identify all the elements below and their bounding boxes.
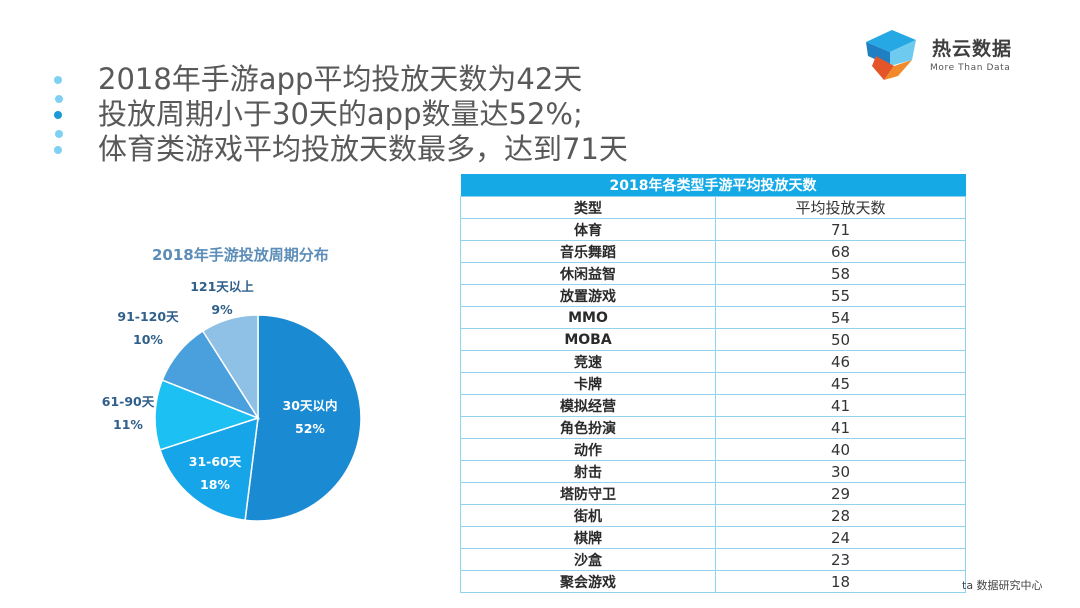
logo-tagline: More Than Data	[930, 63, 1011, 73]
table-cell-type: 放置游戏	[460, 284, 716, 307]
bullet-text: 体育类游戏平均投放天数最多，达到71天	[98, 132, 628, 166]
table-cell-days: 45	[715, 372, 966, 395]
pie-chart: 30天以内 52% 31-60天 18% 61-90天 11% 91-120天 10% 121天…	[102, 279, 362, 522]
table-row: 角色扮演 41	[460, 416, 966, 439]
bullet-dot-icon	[54, 111, 62, 119]
table-cell-days: 41	[715, 416, 966, 439]
pie-slice	[201, 314, 259, 421]
bullet-dot-icon	[54, 76, 62, 84]
table-row: 沙盒 23	[460, 548, 966, 571]
table-cell-days: 40	[715, 438, 966, 461]
bullet-spacer-dot-icon	[55, 95, 63, 103]
pie-slice-percent: 10%	[133, 332, 163, 347]
table-title: 2018年各类型手游平均投放天数	[460, 174, 966, 197]
table-cell-days: 28	[715, 504, 966, 527]
pie-slice-percent: 18%	[200, 477, 230, 492]
pie-slice	[244, 314, 362, 522]
table-cell-type: 沙盒	[460, 548, 716, 571]
table-cell-type: 棋牌	[460, 526, 716, 549]
pie-slice-label: 30天以内	[283, 398, 338, 413]
table-cell-days: 50	[715, 328, 966, 351]
pie-slice-label: 61-90天	[102, 394, 155, 409]
pie-slice-label: 121天以上	[190, 279, 254, 294]
table-cell-days: 68	[715, 240, 966, 263]
table-cell-type: 射击	[460, 460, 716, 483]
table-cell-days: 58	[715, 262, 966, 285]
pie-slice	[154, 379, 261, 451]
pie-slice	[159, 416, 259, 522]
bullet-spacer-dot-icon	[55, 130, 63, 138]
logo-name: 热云数据	[932, 38, 1013, 60]
pie-slice-label: 91-120天	[117, 309, 179, 324]
table-header-type: 类型	[460, 196, 716, 219]
table-cell-type: 竞速	[460, 350, 716, 373]
table-body: 体育 71 音乐舞蹈 68 休闲益智 58 放置游戏 55 MMO 54 MOBA 50 竞速 46 卡牌 4…	[460, 218, 966, 593]
table-row: 放置游戏 55	[460, 284, 966, 307]
pie-slice-percent: 11%	[113, 417, 143, 432]
table-row: 休闲益智 58	[460, 262, 966, 285]
pie-chart-title: 2018年手游投放周期分布	[152, 246, 329, 264]
table-cell-days: 71	[715, 218, 966, 241]
table-row: 卡牌 45	[460, 372, 966, 395]
table-row: 棋牌 24	[460, 526, 966, 549]
pie-slice-percent: 52%	[295, 421, 325, 436]
table-row: 竞速 46	[460, 350, 966, 373]
table-cell-type: 休闲益智	[460, 262, 716, 285]
logo-cube-icon	[866, 30, 916, 80]
table-row: 音乐舞蹈 68	[460, 240, 966, 263]
table-cell-type: 动作	[460, 438, 716, 461]
table-cell-days: 29	[715, 482, 966, 505]
table-cell-days: 54	[715, 306, 966, 329]
source-note: ta 数据研究中心	[962, 579, 1043, 592]
table-cell-type: 模拟经营	[460, 394, 716, 417]
table-row: MMO 54	[460, 306, 966, 329]
pie-slice-label: 31-60天	[189, 454, 242, 469]
table-row: 体育 71	[460, 218, 966, 241]
table-cell-type: 角色扮演	[460, 416, 716, 439]
pie-slice-percent: 9%	[211, 302, 233, 317]
table-row: 街机 28	[460, 504, 966, 527]
table-cell-type: 体育	[460, 218, 716, 241]
table-row: 塔防守卫 29	[460, 482, 966, 505]
table-cell-type: 街机	[460, 504, 716, 527]
table-cell-days: 18	[715, 570, 966, 593]
table-cell-type: 卡牌	[460, 372, 716, 395]
days-table: 2018年各类型手游平均投放天数 类型 平均投放天数 体育 71 音乐舞蹈 68 休闲益…	[460, 174, 966, 593]
table-cell-days: 23	[715, 548, 966, 571]
bullet-text: 2018年手游app平均投放天数为42天	[98, 62, 583, 96]
table-cell-days: 30	[715, 460, 966, 483]
bullet-dot-icon	[54, 146, 62, 154]
table-row: 聚会游戏 18	[460, 570, 966, 593]
table-cell-type: 音乐舞蹈	[460, 240, 716, 263]
table-cell-type: 聚会游戏	[460, 570, 716, 593]
table-cell-type: MMO	[460, 306, 716, 329]
table-cell-type: MOBA	[460, 328, 716, 351]
table-row: 模拟经营 41	[460, 394, 966, 417]
table-cell-type: 塔防守卫	[460, 482, 716, 505]
table-cell-days: 24	[715, 526, 966, 549]
brand-logo: 热云数据 More Than Data	[862, 26, 1032, 82]
table-row: MOBA 50	[460, 328, 966, 351]
table-cell-days: 46	[715, 350, 966, 373]
table-cell-days: 41	[715, 394, 966, 417]
table-row: 射击 30	[460, 460, 966, 483]
bullet-text: 投放周期小于30天的app数量达52%;	[98, 97, 583, 131]
table-cell-days: 55	[715, 284, 966, 307]
table-row: 动作 40	[460, 438, 966, 461]
table-header-days: 平均投放天数	[715, 196, 966, 219]
